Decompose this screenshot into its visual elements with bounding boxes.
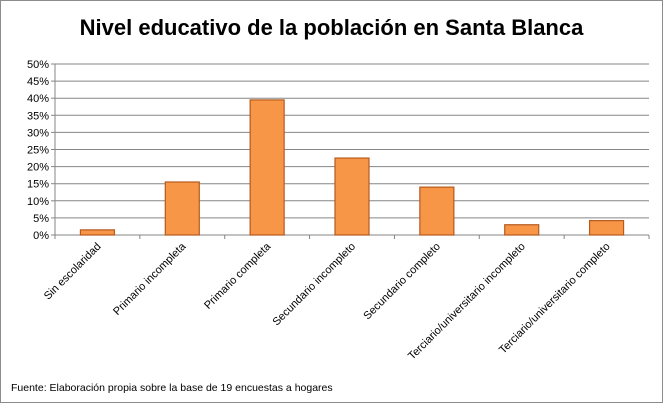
x-category-label: Primario incompleta [111,240,189,318]
bar [504,224,540,236]
bar [79,229,116,236]
y-tick-label: 30% [27,127,49,139]
y-tick-label: 0% [33,230,49,242]
x-category-labels: Sin escolaridad Primario incompleta Primar… [42,240,613,362]
y-tick-label: 20% [27,162,49,174]
bar [249,99,285,236]
y-tick-label: 50% [27,59,49,71]
y-tick-label: 5% [33,213,49,225]
x-category-label: Secundario completo [361,241,443,323]
x-category-label: Primario completa [202,240,274,312]
bar [164,181,200,236]
bar [334,157,370,236]
x-category-label: Sin escolaridad [42,241,104,303]
y-tick-label: 40% [27,93,49,105]
x-category-label: Secundario incompleto [271,241,359,329]
source-note: Fuente: Elaboración propia sobre la base… [11,382,333,394]
y-tick-label: 45% [27,76,49,88]
y-tick-label: 15% [27,179,49,191]
bar [588,220,625,236]
y-tick-label: 35% [27,110,49,122]
bars [79,99,625,236]
y-tick-label: 25% [27,145,49,157]
y-tick-labels: 0% 5% 10% 15% 20% 25% 30% 35% 40% 45% 50% [27,59,49,242]
chart-title: Nivel educativo de la población en Santa… [79,15,584,40]
bar [419,186,455,236]
y-tick-label: 10% [27,196,49,208]
